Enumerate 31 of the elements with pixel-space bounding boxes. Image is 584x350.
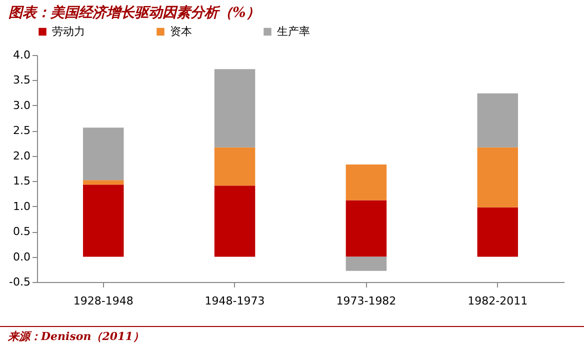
bar	[477, 207, 518, 257]
x-tick-label: 1928-1948	[73, 294, 134, 308]
bar	[214, 147, 256, 186]
y-tick-label: 0.0	[13, 250, 30, 264]
y-tick-label: 3.5	[13, 74, 30, 87]
y-tick-label: 1.0	[13, 200, 30, 213]
y-tick-label: 2.5	[13, 124, 30, 138]
y-tick-label: 0.5	[13, 225, 30, 238]
y-tick-label: 2.0	[13, 149, 30, 162]
bar	[346, 164, 387, 200]
bar	[214, 69, 256, 148]
y-tick-label: 3.0	[13, 98, 30, 112]
bar	[83, 184, 124, 257]
bar	[346, 200, 387, 257]
x-tick-label: 1982-2011	[468, 294, 528, 308]
y-tick-label: -0.5	[9, 276, 30, 288]
y-tick-label: 1.5	[13, 174, 30, 188]
legend-label: 生产率	[277, 24, 310, 38]
chart-title: 图表：美国经济增长驱动因素分析（%）	[8, 4, 260, 21]
x-tick-label: 1973-1982	[336, 294, 396, 308]
bar	[214, 186, 256, 257]
source-note: 来源：Denison（2011）	[8, 329, 145, 344]
legend-label: 资本	[170, 24, 192, 38]
y-tick-label: 4.0	[13, 48, 30, 62]
bar	[346, 256, 387, 271]
bar	[477, 93, 518, 148]
bar	[477, 147, 518, 208]
bar	[83, 180, 124, 185]
legend-label: 劳动力	[52, 24, 85, 38]
x-tick-label: 1948-1973	[204, 294, 265, 308]
bar	[83, 128, 124, 180]
